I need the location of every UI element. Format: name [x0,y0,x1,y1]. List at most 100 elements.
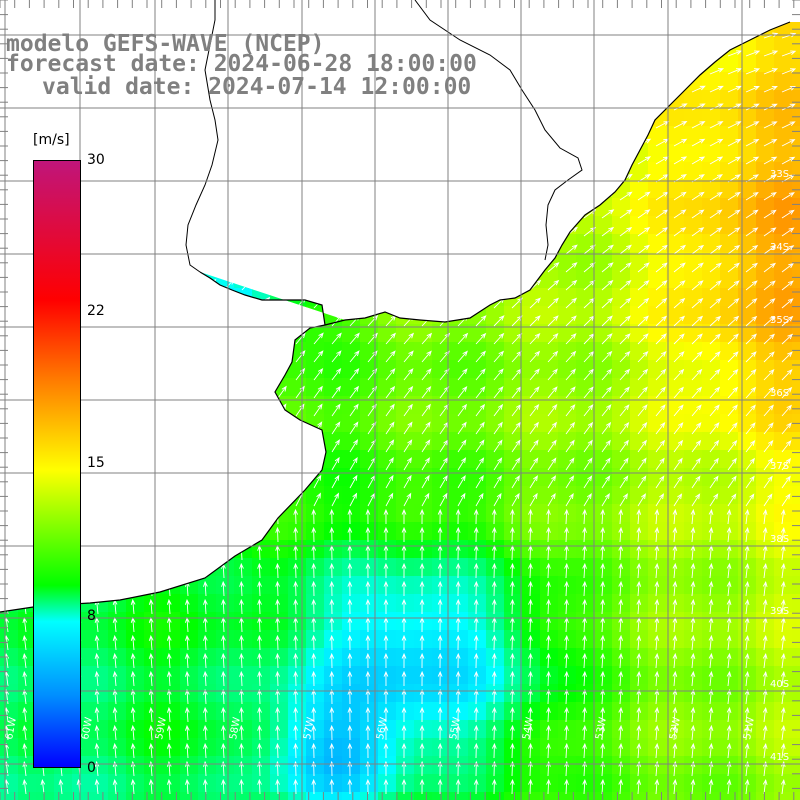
wind-arrow [673,475,683,489]
wind-arrow [690,508,696,525]
wind-cell [594,162,613,181]
wind-cell [18,792,37,800]
wind-arrow [367,208,380,219]
wind-arrow [727,103,742,111]
wind-cell [720,252,739,271]
wind-arrow [708,508,714,525]
wind-cell [594,270,613,289]
wind-cell [126,396,145,415]
wind-cell [558,126,577,145]
wind-cell [126,468,145,487]
wind-arrow [565,103,580,111]
wind-arrow [97,260,109,273]
wind-cell [162,720,181,739]
wind-cell [126,540,145,559]
wind-cell [774,306,793,325]
wind-cell [738,432,757,451]
wind-cell [450,126,469,145]
wind-cell [216,342,235,361]
wind-cell [720,72,739,91]
wind-cell [522,198,541,217]
wind-cell [522,486,541,505]
lat-label: 37S [770,461,789,472]
wind-cell [414,216,433,235]
wind-cell [612,378,631,397]
wind-arrow [421,439,431,453]
wind-cell [270,252,289,271]
wind-arrow [672,508,678,525]
wind-cell [324,396,343,415]
wind-cell [630,360,649,379]
wind-cell [270,486,289,505]
wind-cell [162,540,181,559]
wind-cell [792,504,800,523]
wind-arrow [25,474,33,489]
wind-cell [504,468,523,487]
wind-arrow [566,15,579,20]
wind-arrow [115,136,129,147]
wind-arrow [546,508,551,525]
wind-arrow [187,332,198,345]
wind-cell [666,342,685,361]
wind-arrow [493,279,506,291]
wind-arrow [311,652,317,669]
wind-arrow [329,580,335,597]
wind-cell [756,72,775,91]
wind-cell [738,792,757,800]
wind-arrow [166,652,172,669]
wind-arrow [115,331,126,345]
wind-cell [306,234,325,253]
wind-cell [522,288,541,307]
wind-arrow [655,422,666,435]
wind-arrow [331,119,345,129]
wind-cell [792,180,800,199]
wind-arrow [224,14,237,20]
wind-arrow [259,102,273,111]
wind-arrow [439,261,452,273]
wind-arrow [385,474,394,489]
wind-cell [90,234,109,253]
wind-arrow [112,724,118,741]
wind-cell [666,792,685,800]
wind-cell [378,342,397,361]
wind-cell [90,684,109,703]
wind-cell [288,414,307,433]
wind-arrow [133,385,143,399]
wind-arrow [22,724,28,741]
wind-cell [540,342,559,361]
wind-arrow [493,403,504,417]
wind-cell [126,594,145,613]
wind-cell [270,360,289,379]
wind-cell [18,90,37,109]
wind-arrow [205,314,216,327]
wind-cell [666,22,685,37]
wind-cell [180,198,199,217]
wind-arrow [619,209,633,219]
wind-cell [594,180,613,199]
wind-arrow [385,137,399,147]
wind-arrow [709,103,724,111]
wind-cell [594,0,613,19]
wind-cell [450,792,469,800]
wind-cell [270,288,289,307]
wind-arrow [166,688,172,705]
wind-arrow [475,315,487,327]
wind-cell [486,792,505,800]
wind-cell [612,396,631,415]
wind-cell [396,198,415,217]
wind-cell [270,108,289,127]
wind-cell [342,306,361,325]
wind-arrow [367,332,378,345]
wind-arrow [43,119,57,129]
wind-cell [486,234,505,253]
wind-cell [450,378,469,397]
wind-arrow [546,688,551,705]
wind-cell [486,360,505,379]
wind-cell [450,306,469,325]
wind-arrow [781,315,794,327]
wind-cell [144,360,163,379]
wind-cell [126,648,145,667]
wind-cell [522,72,541,91]
wind-cell [612,90,631,109]
wind-cell [306,342,325,361]
